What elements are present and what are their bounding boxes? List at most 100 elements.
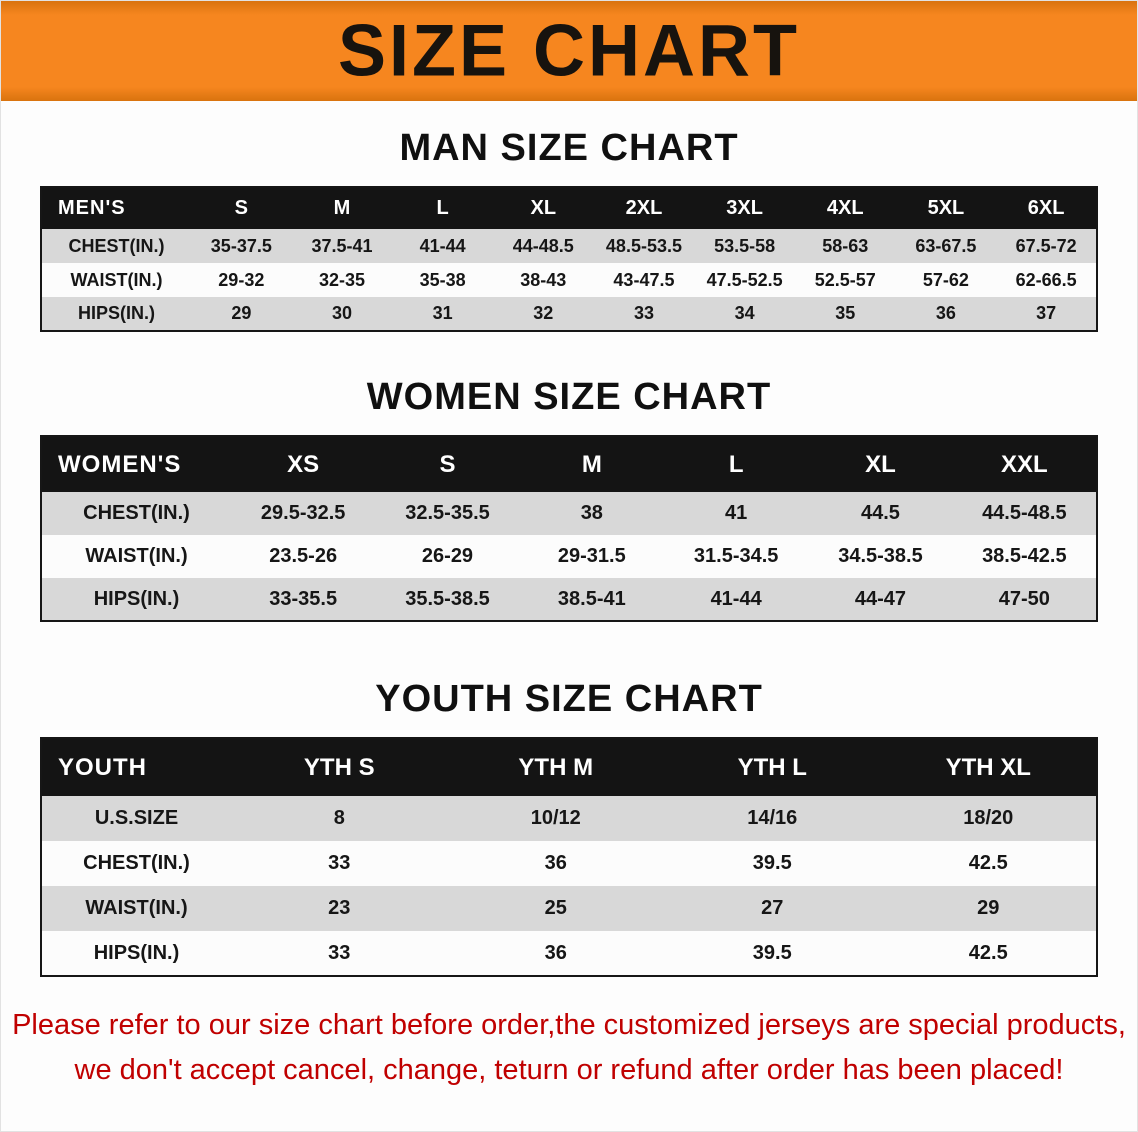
size-column-header: S [375, 436, 520, 492]
measurement-row: HIPS(IN.) 29 30 31 32 33 34 35 36 37 [41, 297, 1097, 331]
measurement-row-label: CHEST(IN.) [41, 229, 191, 263]
size-column-header: YTH S [231, 738, 448, 796]
women-section: WOMEN SIZE CHART WOMEN'S XS S M L XL XXL CHEST(… [1, 376, 1137, 622]
size-value-cell: 57-62 [895, 263, 997, 297]
size-value-cell: 44.5 [808, 492, 953, 535]
size-value-cell: 36 [447, 841, 664, 886]
size-value-cell: 52.5-57 [794, 263, 896, 297]
measurement-row-label: WAIST(IN.) [41, 535, 231, 578]
size-value-cell: 38.5-41 [519, 578, 664, 621]
size-value-cell: 39.5 [664, 841, 881, 886]
size-value-cell: 29-32 [191, 263, 292, 297]
men-size-table: MEN'S S M L XL 2XL 3XL 4XL 5XL 6XL CHEST(IN.) 35-37… [40, 186, 1098, 332]
measurement-row: WAIST(IN.) 23 25 27 29 [41, 886, 1097, 931]
size-value-cell: 23 [231, 886, 448, 931]
measurement-row-label: CHEST(IN.) [41, 492, 231, 535]
size-value-cell: 38-43 [492, 263, 594, 297]
size-value-cell: 44.5-48.5 [952, 492, 1097, 535]
size-column-header: 5XL [895, 187, 997, 229]
women-size-table: WOMEN'S XS S M L XL XXL CHEST(IN.) 29.5-32.5 32.5… [40, 435, 1098, 622]
size-value-cell: 44-47 [808, 578, 953, 621]
table-header-row: MEN'S S M L XL 2XL 3XL 4XL 5XL 6XL [41, 187, 1097, 229]
size-column-header: YTH XL [880, 738, 1097, 796]
size-column-header: 6XL [996, 187, 1097, 229]
disclaimer-line-1: Please refer to our size chart before or… [12, 1009, 1126, 1041]
size-column-header: S [191, 187, 292, 229]
size-value-cell: 35.5-38.5 [375, 578, 520, 621]
size-value-cell: 18/20 [880, 796, 1097, 841]
size-value-cell: 47-50 [952, 578, 1097, 621]
disclaimer: Please refer to our size chart before or… [1, 1003, 1137, 1093]
size-value-cell: 36 [447, 931, 664, 976]
size-value-cell: 34 [694, 297, 795, 331]
measurement-row: U.S.SIZE 8 10/12 14/16 18/20 [41, 796, 1097, 841]
table-corner-label: YOUTH [41, 738, 231, 796]
size-value-cell: 8 [231, 796, 448, 841]
measurement-row-label: WAIST(IN.) [41, 263, 191, 297]
size-value-cell: 38.5-42.5 [952, 535, 1097, 578]
measurement-row-label: WAIST(IN.) [41, 886, 231, 931]
youth-size-table: YOUTH YTH S YTH M YTH L YTH XL U.S.SIZE 8 10/12… [40, 737, 1098, 977]
size-value-cell: 32 [492, 297, 594, 331]
size-value-cell: 44-48.5 [492, 229, 594, 263]
size-value-cell: 29 [191, 297, 292, 331]
size-value-cell: 25 [447, 886, 664, 931]
disclaimer-line-2: we don't accept cancel, change, teturn o… [74, 1053, 1064, 1086]
size-value-cell: 41 [663, 492, 809, 535]
size-value-cell: 47.5-52.5 [694, 263, 795, 297]
men-section: MAN SIZE CHART MEN'S S M L XL 2XL 3XL 4XL 5XL 6XL… [1, 127, 1137, 332]
page-title: SIZE CHART [338, 10, 800, 92]
measurement-row: HIPS(IN.) 33 36 39.5 42.5 [41, 931, 1097, 976]
size-value-cell: 34.5-38.5 [808, 535, 953, 578]
size-value-cell: 42.5 [880, 841, 1097, 886]
size-value-cell: 37.5-41 [291, 229, 393, 263]
size-value-cell: 43-47.5 [593, 263, 695, 297]
table-header-row: WOMEN'S XS S M L XL XXL [41, 436, 1097, 492]
youth-section: YOUTH SIZE CHART YOUTH YTH S YTH M YTH L YTH… [1, 678, 1137, 977]
size-column-header: M [291, 187, 393, 229]
measurement-row: CHEST(IN.) 33 36 39.5 42.5 [41, 841, 1097, 886]
size-column-header: L [392, 187, 493, 229]
size-value-cell: 53.5-58 [694, 229, 795, 263]
size-value-cell: 29-31.5 [519, 535, 664, 578]
size-column-header: 4XL [794, 187, 896, 229]
size-column-header: XXL [952, 436, 1097, 492]
size-value-cell: 33-35.5 [231, 578, 376, 621]
banner: SIZE CHART [1, 1, 1137, 101]
size-value-cell: 30 [291, 297, 393, 331]
size-value-cell: 32.5-35.5 [375, 492, 520, 535]
size-value-cell: 26-29 [375, 535, 520, 578]
size-value-cell: 62-66.5 [996, 263, 1097, 297]
size-value-cell: 29.5-32.5 [231, 492, 376, 535]
size-value-cell: 10/12 [447, 796, 664, 841]
size-column-header: 2XL [593, 187, 695, 229]
size-value-cell: 31.5-34.5 [663, 535, 809, 578]
size-value-cell: 67.5-72 [996, 229, 1097, 263]
table-corner-label: MEN'S [41, 187, 191, 229]
size-column-header: XS [231, 436, 376, 492]
size-value-cell: 35-37.5 [191, 229, 292, 263]
size-value-cell: 35 [794, 297, 896, 331]
size-value-cell: 58-63 [794, 229, 896, 263]
size-value-cell: 27 [664, 886, 881, 931]
size-value-cell: 14/16 [664, 796, 881, 841]
measurement-row-label: CHEST(IN.) [41, 841, 231, 886]
men-section-heading: MAN SIZE CHART [399, 127, 739, 169]
measurement-row-label: U.S.SIZE [41, 796, 231, 841]
size-value-cell: 37 [996, 297, 1097, 331]
size-value-cell: 31 [392, 297, 493, 331]
size-value-cell: 35-38 [392, 263, 493, 297]
size-column-header: XL [492, 187, 594, 229]
size-column-header: XL [808, 436, 953, 492]
size-value-cell: 33 [593, 297, 695, 331]
size-value-cell: 48.5-53.5 [593, 229, 695, 263]
size-column-header: 3XL [694, 187, 795, 229]
size-value-cell: 29 [880, 886, 1097, 931]
size-value-cell: 36 [895, 297, 997, 331]
size-value-cell: 38 [519, 492, 664, 535]
size-column-header: M [519, 436, 664, 492]
women-section-heading: WOMEN SIZE CHART [366, 376, 772, 418]
size-value-cell: 32-35 [291, 263, 393, 297]
measurement-row: CHEST(IN.) 29.5-32.5 32.5-35.5 38 41 44.5 44.5… [41, 492, 1097, 535]
